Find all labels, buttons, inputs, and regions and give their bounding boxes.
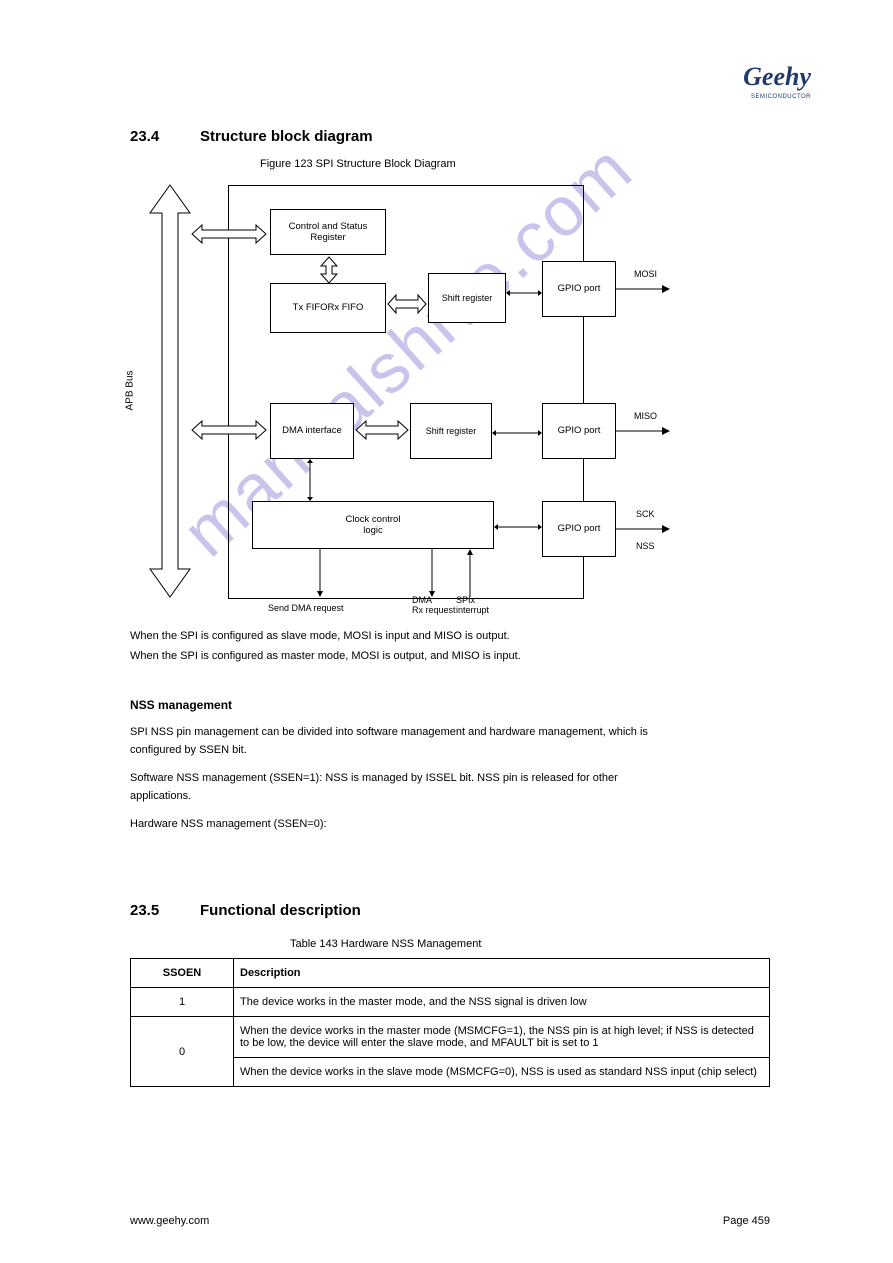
cell: 0 [131,1017,234,1087]
gpio-mosi-box: GPIO port [542,261,616,317]
dma-req-label: Send DMA request [268,603,344,613]
cell: 1 [131,988,234,1017]
sck-label: SCK [636,509,655,519]
cell: When the device works in the master mode… [234,1017,770,1058]
tx-fifo-box: Tx FIFO Rx FIFO [270,283,386,333]
section-number: 23.5 [130,902,159,919]
table-header-row: SSOEN Description [131,959,770,988]
footnote-slave: When the SPI is configured as slave mode… [130,628,510,645]
csr-box: Control and StatusRegister [270,209,386,255]
footer-site: www.geehy.com [130,1215,209,1227]
section-title: Functional description [200,902,361,919]
shift-reg-box: Shift register [428,273,506,323]
miso-label: MISO [634,411,657,421]
dma-if-box: DMA interface [270,403,354,459]
shift-reg2-box: Shift register [410,403,492,459]
para-line: applications. [130,788,191,805]
section-number: 23.4 [130,128,159,145]
footer-page: Page 459 [723,1215,770,1227]
block-diagram: APB Bus Control and StatusRegister Tx FI… [130,185,690,621]
logo-subtitle: SEMICONDUCTOR [751,94,811,100]
nss-label: NSS [636,541,655,551]
col-ssoen: SSOEN [131,959,234,988]
bus-label: APB Bus [125,370,136,410]
para-line: Software NSS management (SSEN=1): NSS is… [130,770,618,787]
footer: www.geehy.com Page 459 [130,1215,770,1227]
gpio-miso-box: GPIO port [542,403,616,459]
gpio-sck-box: GPIO port [542,501,616,557]
table-title: Table 143 Hardware NSS Management [290,938,481,950]
table-row: 0 When the device works in the master mo… [131,1017,770,1058]
para-line: Hardware NSS management (SSEN=0): [130,816,327,833]
logo: Geehy [743,62,811,92]
rx-fifo-label: Rx FIFO [327,302,363,313]
col-desc: Description [234,959,770,988]
dma-rx-label: DMARx request [412,596,456,616]
nss-table: SSOEN Description 1 The device works in … [130,958,770,1087]
cell: The device works in the master mode, and… [234,988,770,1017]
section-title: Structure block diagram [200,128,373,145]
mosi-label: MOSI [634,269,657,279]
spi-int-label: SPIxinterrupt [456,596,489,616]
clock-ctrl-box: Clock controllogic [252,501,494,549]
cell: When the device works in the slave mode … [234,1058,770,1087]
para-line: configured by SSEN bit. [130,742,247,759]
para-line: SPI NSS pin management can be divided in… [130,724,648,741]
tx-fifo-label: Tx FIFO [293,302,328,313]
table-row: 1 The device works in the master mode, a… [131,988,770,1017]
footnote-master: When the SPI is configured as master mod… [130,648,521,665]
nss-heading: NSS management [130,698,232,712]
figure-title: Figure 123 SPI Structure Block Diagram [260,158,456,170]
